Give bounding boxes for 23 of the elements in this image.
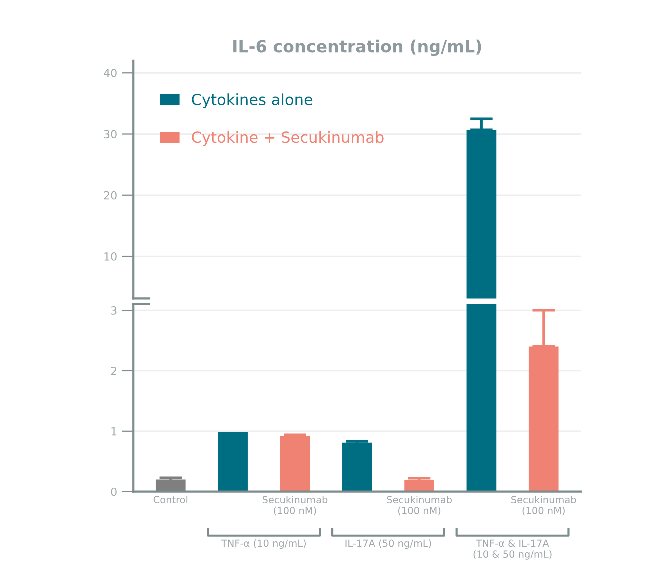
- bar: [342, 442, 372, 492]
- bar: [218, 432, 248, 492]
- y-tick-label: 40: [104, 69, 117, 78]
- y-tick-label: 10: [104, 252, 117, 261]
- x-tick-label: Secukinumab (100 nM): [512, 496, 576, 516]
- y-tick-label: 20: [104, 191, 117, 200]
- text: TNF-α (10 ng/mL): [221, 540, 306, 550]
- legend-label: Cytokines alone: [192, 94, 313, 108]
- bar: [280, 436, 310, 492]
- y-tick-label: 3: [111, 306, 117, 315]
- y-tick-label: 30: [104, 130, 117, 139]
- x-tick-label: Secukinumab (100 nM): [387, 496, 452, 516]
- legend-label: Cytokine + Secukinumab: [192, 131, 384, 146]
- chart-title: IL-6 concentration (ng/mL): [234, 40, 482, 56]
- bar: [466, 304, 497, 492]
- x-tick-label: Control: [154, 496, 188, 504]
- text: TNF-α & IL-17A (10 & 50 ng/mL): [474, 540, 552, 560]
- y-tick-label: 0: [111, 488, 117, 496]
- x-tick-label: Secukinumab (100 nM): [262, 496, 328, 516]
- y-tick-label: 1: [112, 428, 117, 436]
- bar: [528, 346, 559, 492]
- y-tick-label: 2: [111, 366, 117, 376]
- text: IL-17A (50 ng/mL): [346, 540, 432, 550]
